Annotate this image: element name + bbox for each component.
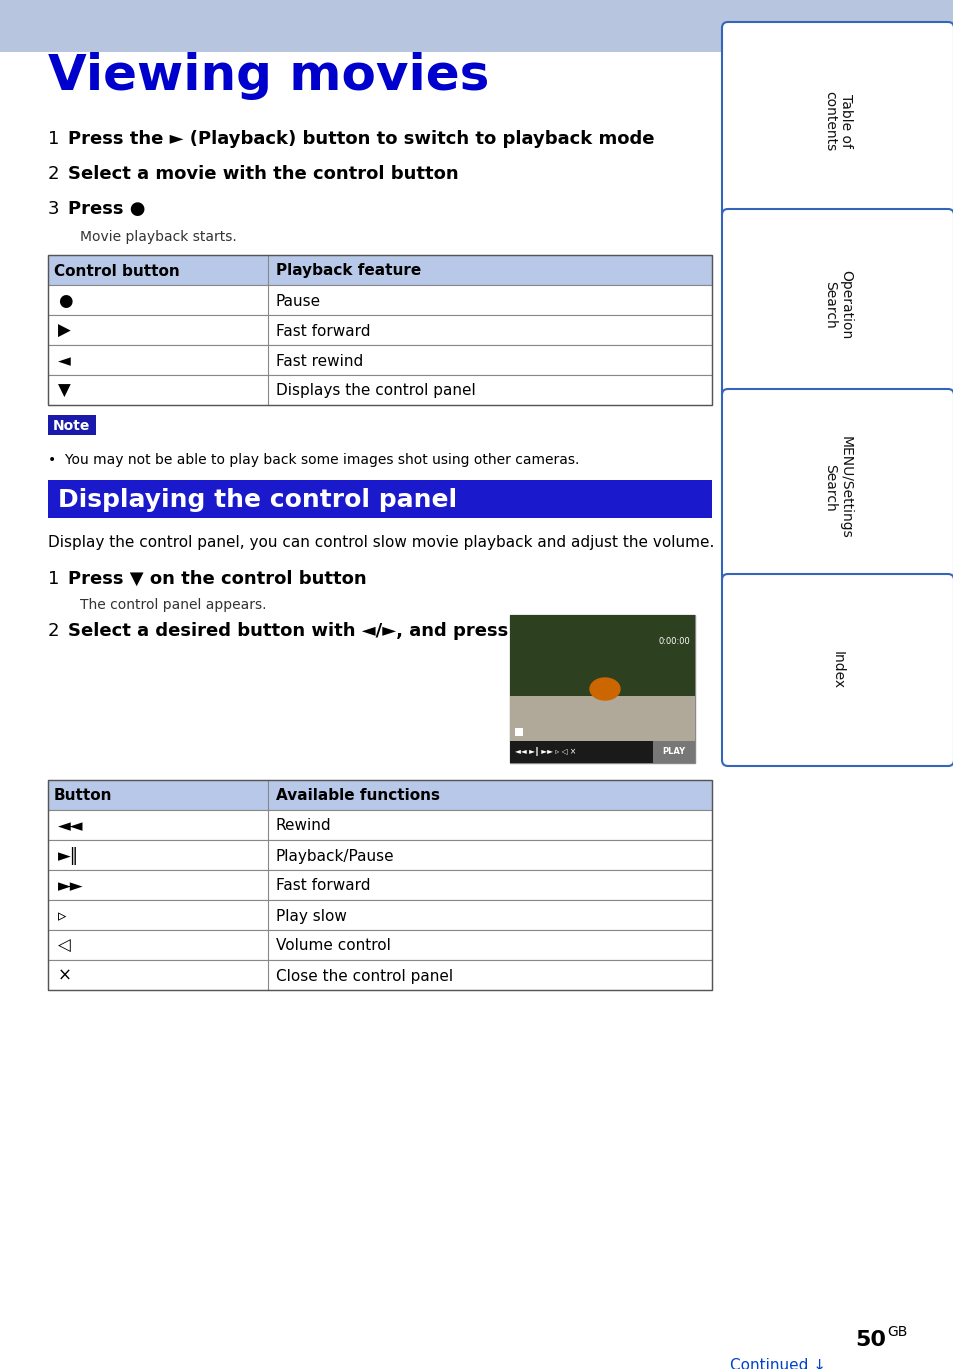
Text: Continued ↓: Continued ↓ — [729, 1358, 825, 1369]
Text: Operation
Search: Operation Search — [822, 270, 852, 340]
Text: Press ●: Press ● — [68, 200, 146, 218]
Text: 1: 1 — [48, 130, 59, 148]
Bar — [48, 960, 711, 990]
Bar — [48, 481, 711, 517]
Bar — [48, 899, 711, 930]
Text: ▹: ▹ — [58, 908, 67, 925]
Text: Displaying the control panel: Displaying the control panel — [58, 487, 456, 512]
FancyBboxPatch shape — [721, 574, 953, 767]
Text: 3: 3 — [48, 200, 59, 218]
Text: ●: ● — [58, 292, 72, 309]
Bar — [510, 697, 695, 763]
FancyBboxPatch shape — [721, 389, 953, 586]
Text: Fast rewind: Fast rewind — [275, 353, 363, 368]
Bar — [48, 345, 711, 375]
Text: GB: GB — [886, 1325, 906, 1339]
Text: 2: 2 — [48, 166, 59, 183]
Bar — [48, 780, 711, 810]
Bar — [510, 615, 695, 763]
Text: ×: × — [58, 967, 71, 986]
Bar — [0, 0, 953, 52]
Text: Select a movie with the control button: Select a movie with the control button — [68, 166, 458, 183]
Bar — [48, 285, 711, 315]
Text: 1: 1 — [48, 570, 59, 589]
Text: ◄: ◄ — [58, 352, 71, 370]
Text: ►‖: ►‖ — [58, 847, 79, 865]
Text: Fast forward: Fast forward — [275, 323, 370, 338]
Bar — [510, 741, 695, 763]
Bar — [510, 615, 695, 697]
Text: Pause: Pause — [275, 293, 321, 308]
Bar — [652, 741, 695, 763]
Bar — [48, 810, 711, 841]
Bar — [48, 841, 711, 871]
Text: PLAY: PLAY — [661, 747, 685, 757]
Text: •  You may not be able to play back some images shot using other cameras.: • You may not be able to play back some … — [48, 453, 578, 467]
Text: ◄◄ ►‖ ►► ▹ ◁ ×: ◄◄ ►‖ ►► ▹ ◁ × — [515, 747, 576, 757]
Text: Control button: Control button — [54, 263, 179, 278]
Text: The control panel appears.: The control panel appears. — [80, 598, 266, 612]
FancyBboxPatch shape — [721, 209, 953, 401]
Bar — [515, 728, 522, 737]
Text: ◁: ◁ — [58, 936, 71, 956]
Text: Available functions: Available functions — [275, 789, 439, 804]
Bar — [48, 255, 711, 285]
Text: Viewing movies: Viewing movies — [48, 52, 489, 100]
Text: ◄◄: ◄◄ — [58, 817, 84, 835]
Text: ▼: ▼ — [58, 382, 71, 400]
Text: Rewind: Rewind — [275, 819, 332, 834]
Text: Fast forward: Fast forward — [275, 879, 370, 894]
Text: Play slow: Play slow — [275, 909, 347, 924]
Text: Playback/Pause: Playback/Pause — [275, 849, 395, 864]
Bar — [48, 930, 711, 960]
Text: Volume control: Volume control — [275, 939, 391, 953]
Text: Press the ► (Playback) button to switch to playback mode: Press the ► (Playback) button to switch … — [68, 130, 654, 148]
Text: 2: 2 — [48, 622, 59, 639]
Text: Playback feature: Playback feature — [275, 263, 421, 278]
Bar — [48, 255, 711, 405]
Text: Press ▼ on the control button: Press ▼ on the control button — [68, 570, 366, 589]
Bar — [48, 871, 711, 899]
FancyBboxPatch shape — [721, 22, 953, 220]
Text: Button: Button — [54, 789, 112, 804]
Text: ►►: ►► — [58, 878, 84, 895]
Text: 50: 50 — [854, 1331, 885, 1350]
Text: ▶: ▶ — [58, 322, 71, 340]
Bar — [48, 780, 711, 990]
Bar — [48, 375, 711, 405]
Text: Display the control panel, you can control slow movie playback and adjust the vo: Display the control panel, you can contr… — [48, 535, 714, 550]
Text: 0:00:00: 0:00:00 — [658, 637, 689, 646]
Ellipse shape — [589, 678, 619, 700]
Text: Index: Index — [830, 650, 844, 689]
Bar — [48, 315, 711, 345]
Text: Note: Note — [53, 419, 91, 433]
Text: Close the control panel: Close the control panel — [275, 968, 453, 983]
Text: Table of
contents: Table of contents — [822, 92, 852, 152]
Bar — [48, 415, 96, 435]
Text: Select a desired button with ◄/►, and press ●: Select a desired button with ◄/►, and pr… — [68, 622, 530, 639]
Text: MENU/Settings
Search: MENU/Settings Search — [822, 437, 852, 539]
Text: Movie playback starts.: Movie playback starts. — [80, 230, 236, 244]
Text: Displays the control panel: Displays the control panel — [275, 383, 476, 398]
